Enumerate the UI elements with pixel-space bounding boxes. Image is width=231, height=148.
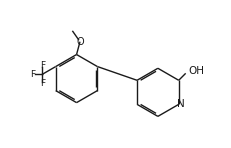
Text: O: O [76,37,84,47]
Text: F: F [30,70,36,79]
Text: OH: OH [189,66,205,76]
Text: F: F [40,61,45,70]
Text: N: N [177,99,184,109]
Text: F: F [40,79,45,88]
